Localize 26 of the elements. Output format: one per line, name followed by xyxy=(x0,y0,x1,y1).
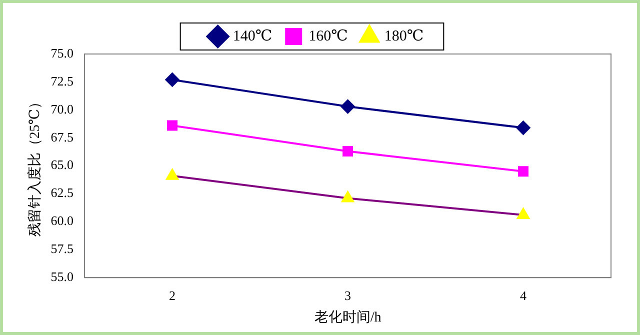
point xyxy=(342,146,354,157)
point xyxy=(165,72,180,87)
point xyxy=(516,120,530,135)
point xyxy=(517,208,530,219)
x-tick-label: 4 xyxy=(520,288,528,303)
y-tick-label: 75.0 xyxy=(50,45,74,60)
y-tick-label: 60.0 xyxy=(50,213,74,228)
point xyxy=(340,100,355,114)
y-tick-label: 70.0 xyxy=(50,101,74,116)
point xyxy=(518,166,528,177)
x-axis-title: 老化时间/h xyxy=(314,309,382,326)
y-tick-label: 67.5 xyxy=(50,129,74,144)
y-tick-label: 72.5 xyxy=(50,73,74,88)
legend-label: 140℃ xyxy=(232,28,272,44)
y-tick-label: 62.5 xyxy=(50,185,74,200)
x-tick-label: 3 xyxy=(344,288,352,303)
legend-label: 180℃ xyxy=(384,28,424,44)
x-tick-label: 2 xyxy=(169,288,176,303)
point xyxy=(167,120,178,131)
y-tick-label: 55.0 xyxy=(50,269,74,284)
y-tick-label: 65.0 xyxy=(50,157,74,172)
point xyxy=(166,168,178,180)
y-tick-label: 57.5 xyxy=(50,241,74,256)
y-axis-title: 残留针入度比（25℃） xyxy=(27,94,44,237)
point xyxy=(342,191,354,202)
legend-label: 160℃ xyxy=(308,28,348,44)
